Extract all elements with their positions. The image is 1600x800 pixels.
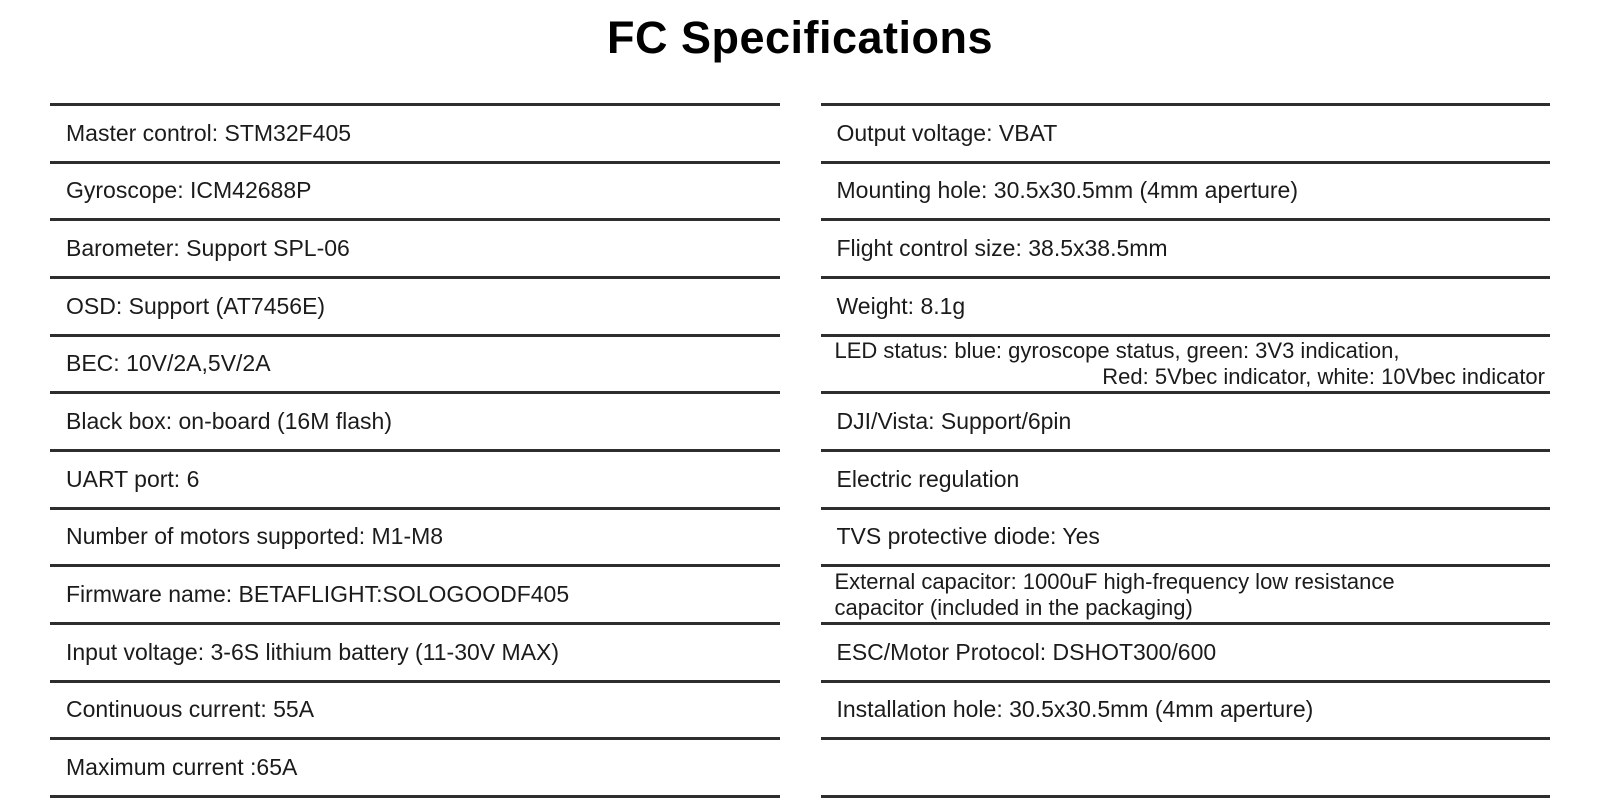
page-title: FC Specifications (606, 12, 994, 63)
spec-row: Input voltage: 3-6S lithium battery (11-… (50, 621, 780, 680)
spec-text: capacitor (included in the packaging) (834, 594, 1193, 620)
spec-text: LED status: blue: gyroscope status, gree… (834, 337, 1400, 363)
spec-column-right: Output voltage: VBAT Mounting hole: 30.5x… (820, 103, 1550, 798)
spec-text: Firmware name: BETAFLIGHT:SOLOGOODF405 (66, 581, 570, 608)
spec-text: Installation hole: 30.5x30.5mm (4mm aper… (836, 696, 1314, 723)
spec-text: Flight control size: 38.5x38.5mm (836, 235, 1168, 262)
spec-text: Weight: 8.1g (836, 292, 966, 319)
spec-row-empty (820, 737, 1550, 795)
spec-row: Mounting hole: 30.5x30.5mm (4mm aperture… (820, 160, 1550, 219)
spec-row: BEC: 10V/2A,5V/2A (50, 333, 780, 392)
spec-text: Red: 5Vbec indicator, white: 10Vbec indi… (1102, 363, 1545, 389)
spec-text: ESC/Motor Protocol: DSHOT300/600 (836, 638, 1217, 665)
spec-text: OSD: Support (AT7456E) (66, 292, 326, 319)
spec-row: External capacitor: 1000uF high-frequenc… (820, 564, 1550, 622)
spec-row: TVS protective diode: Yes (820, 506, 1550, 565)
spec-row: Output voltage: VBAT (820, 103, 1550, 161)
spec-row: Continuous current: 55A (50, 679, 780, 738)
spec-text: Electric regulation (836, 465, 1020, 492)
spec-row: Electric regulation (820, 448, 1550, 507)
spec-row: ESC/Motor Protocol: DSHOT300/600 (820, 621, 1550, 680)
spec-text: Gyroscope: ICM42688P (66, 177, 312, 204)
spec-row: Black box: on-board (16M flash) (50, 391, 780, 449)
spec-text: Master control: STM32F405 (66, 119, 352, 146)
spec-row: Flight control size: 38.5x38.5mm (820, 218, 1550, 276)
spec-row: Gyroscope: ICM42688P (50, 160, 780, 219)
spec-text: Black box: on-board (16M flash) (66, 408, 392, 435)
spec-row: Barometer: Support SPL-06 (50, 218, 780, 276)
spec-row: UART port: 6 (50, 448, 780, 507)
spec-row: Maximum current :65A (50, 737, 780, 795)
spec-row: Firmware name: BETAFLIGHT:SOLOGOODF405 (50, 564, 780, 622)
spec-sheet: FC Specifications Master control: STM32F… (0, 12, 1600, 798)
spec-row: Number of motors supported: M1-M8 (50, 506, 780, 565)
spec-text: BEC: 10V/2A,5V/2A (66, 350, 271, 377)
spec-grid: Master control: STM32F405 Gyroscope: ICM4… (50, 103, 1550, 798)
spec-column-left: Master control: STM32F405 Gyroscope: ICM4… (50, 103, 780, 798)
spec-text: Input voltage: 3-6S lithium battery (11-… (66, 638, 560, 665)
spec-row: Installation hole: 30.5x30.5mm (4mm aper… (820, 679, 1550, 738)
spec-text: UART port: 6 (66, 465, 200, 492)
spec-text: TVS protective diode: Yes (836, 523, 1100, 550)
spec-row: Weight: 8.1g (820, 275, 1550, 334)
spec-text: Maximum current :65A (66, 754, 298, 781)
spec-text: DJI/Vista: Support/6pin (836, 408, 1072, 435)
spec-row: DJI/Vista: Support/6pin (820, 391, 1550, 449)
spec-row: LED status: blue: gyroscope status, gree… (820, 333, 1550, 392)
spec-text: External capacitor: 1000uF high-frequenc… (834, 568, 1395, 594)
spec-text: Mounting hole: 30.5x30.5mm (4mm aperture… (836, 177, 1299, 204)
spec-row: OSD: Support (AT7456E) (50, 275, 780, 334)
spec-text: Output voltage: VBAT (836, 119, 1058, 146)
spec-text: Continuous current: 55A (66, 696, 315, 723)
spec-text: Number of motors supported: M1-M8 (66, 523, 444, 550)
spec-text: Barometer: Support SPL-06 (66, 235, 350, 262)
spec-row: Master control: STM32F405 (50, 103, 780, 161)
